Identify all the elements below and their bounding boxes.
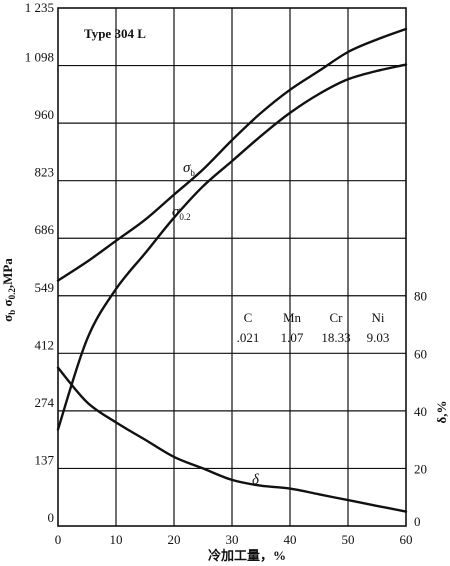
x-axis-label: 冷加工量，% bbox=[208, 548, 286, 563]
left-tick-7: 960 bbox=[35, 107, 55, 122]
left-tick-1: 137 bbox=[35, 452, 55, 467]
left-tick-9: 1 235 bbox=[25, 0, 54, 15]
x-tick-20: 20 bbox=[168, 532, 181, 547]
alloy-annotation: Type 304 L bbox=[84, 26, 146, 41]
sigma-b-curve bbox=[56, 27, 408, 282]
x-tick-0: 0 bbox=[55, 532, 62, 547]
right-tick-0: 0 bbox=[414, 514, 421, 529]
series-label-sigma-b: σb bbox=[183, 160, 195, 178]
left-tick-4: 549 bbox=[35, 280, 55, 295]
sigma-02-curve bbox=[56, 63, 408, 431]
left-tick-5: 686 bbox=[35, 222, 55, 237]
plot-frame bbox=[57, 7, 407, 527]
x-tick-10: 10 bbox=[110, 532, 123, 547]
curves bbox=[56, 27, 408, 513]
delta-curve bbox=[56, 366, 408, 513]
x-tick-50: 50 bbox=[342, 532, 355, 547]
right-tick-40: 40 bbox=[414, 404, 427, 419]
comp-header-mn: Mn bbox=[283, 310, 302, 325]
comp-header-c: C bbox=[244, 310, 253, 325]
right-tick-60: 60 bbox=[414, 346, 427, 361]
series-label-delta: δ bbox=[252, 472, 260, 488]
left-axis-label: σb σ0.2,MPa bbox=[0, 258, 17, 322]
right-tick-20: 20 bbox=[414, 461, 427, 476]
x-tick-30: 30 bbox=[226, 532, 239, 547]
x-tick-40: 40 bbox=[284, 532, 297, 547]
composition-table: C .021 Mn 1.07 Cr 18.33 Ni 9.03 bbox=[237, 310, 390, 345]
x-tick-60: 60 bbox=[400, 532, 413, 547]
left-tick-6: 823 bbox=[35, 165, 55, 180]
comp-value-c: .021 bbox=[237, 330, 260, 345]
comp-value-cr: 18.33 bbox=[321, 330, 350, 345]
comp-header-cr: Cr bbox=[330, 310, 344, 325]
grid-lines bbox=[58, 8, 406, 526]
comp-value-ni: 9.03 bbox=[367, 330, 390, 345]
series-label-sigma-02: σ0.2 bbox=[172, 204, 191, 222]
left-tick-3: 412 bbox=[35, 337, 55, 352]
left-tick-0: 0 bbox=[48, 510, 55, 525]
comp-value-mn: 1.07 bbox=[281, 330, 304, 345]
left-tick-8: 1 098 bbox=[25, 50, 54, 65]
left-tick-2: 274 bbox=[35, 395, 55, 410]
right-tick-80: 80 bbox=[414, 289, 427, 304]
right-axis-label: δ,% bbox=[434, 401, 449, 424]
comp-header-ni: Ni bbox=[372, 310, 385, 325]
